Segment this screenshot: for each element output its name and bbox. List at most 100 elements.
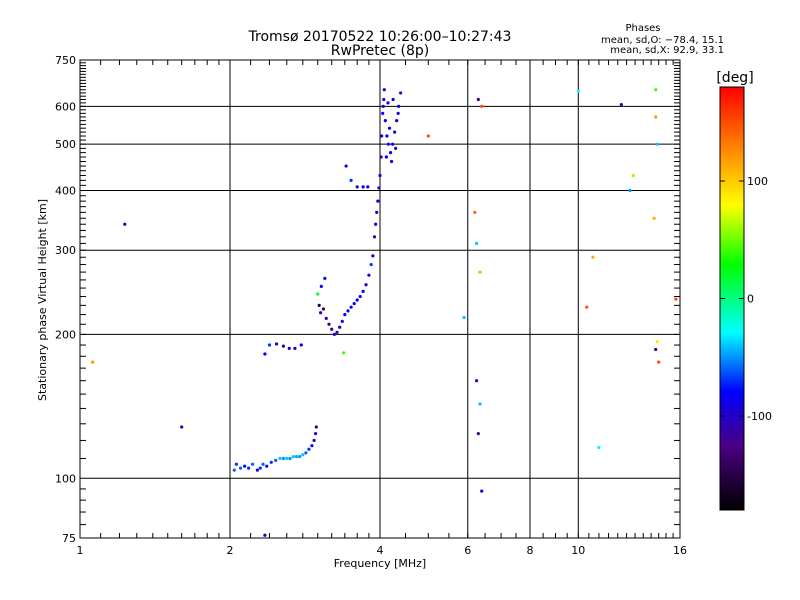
data-point <box>274 342 279 346</box>
x-tick-label: 10 <box>571 544 585 557</box>
data-point <box>371 254 375 258</box>
data-point <box>319 284 323 289</box>
chart-subtitle: RwPretec (8p) <box>331 43 429 59</box>
data-point <box>317 303 321 307</box>
data-point <box>314 425 318 429</box>
data-point <box>387 126 392 130</box>
phases-legend-o: mean, sd,O: −78.4, 15.1 <box>601 35 724 46</box>
data-point <box>384 155 388 159</box>
data-point <box>386 142 391 146</box>
data-point <box>310 444 314 448</box>
data-point <box>232 468 236 472</box>
data-point <box>654 347 658 352</box>
x-tick-label: 4 <box>377 544 384 557</box>
data-point <box>426 134 430 138</box>
data-point <box>369 262 373 267</box>
data-point <box>382 97 386 102</box>
x-tick-label: 6 <box>464 544 471 557</box>
colorbar-tick-label: -100 <box>747 410 772 423</box>
data-point <box>281 456 286 461</box>
phases-legend-x: mean, sd,X: 92.9, 33.1 <box>610 45 724 56</box>
x-tick-label: 8 <box>527 544 534 557</box>
data-point <box>374 222 378 226</box>
data-point <box>287 346 291 350</box>
data-point <box>358 294 362 299</box>
y-tick-label: 750 <box>55 54 76 67</box>
data-point <box>585 305 589 309</box>
data-point <box>267 343 272 347</box>
data-point <box>265 464 269 468</box>
data-point <box>316 292 320 296</box>
data-point <box>379 155 383 159</box>
data-point <box>389 159 394 164</box>
data-point <box>263 533 267 537</box>
colorbar-label: [deg] <box>716 70 753 86</box>
data-point <box>341 351 346 355</box>
data-point <box>355 185 359 189</box>
data-point <box>243 464 247 468</box>
y-tick-label: 500 <box>55 138 76 151</box>
data-point <box>377 186 381 190</box>
data-point <box>327 322 331 326</box>
minor-ticks <box>80 60 680 538</box>
data-point <box>344 164 348 168</box>
data-point <box>180 425 184 429</box>
data-point <box>388 151 393 155</box>
data-point <box>361 289 365 294</box>
data-point <box>657 360 661 364</box>
data-point <box>285 456 289 461</box>
y-tick-label: 75 <box>62 532 76 545</box>
data-point <box>631 173 635 178</box>
data-point <box>258 466 262 470</box>
data-point <box>352 301 356 306</box>
data-point <box>340 319 344 323</box>
x-tick-label: 2 <box>227 544 234 557</box>
data-point <box>355 298 359 302</box>
data-point <box>476 97 480 102</box>
data-point <box>393 130 397 134</box>
data-point <box>247 466 251 470</box>
data-point <box>312 438 316 443</box>
data-point <box>324 316 328 321</box>
data-point <box>364 283 368 287</box>
data-point <box>395 119 399 123</box>
data-point <box>304 451 308 455</box>
data-point <box>391 142 395 146</box>
x-tick-label: 1 <box>77 544 84 557</box>
data-point <box>654 115 658 119</box>
data-point <box>319 311 323 315</box>
data-point <box>576 89 580 93</box>
data-point <box>313 432 318 436</box>
x-tick-label: 16 <box>673 544 687 557</box>
data-point <box>381 104 385 108</box>
data-point <box>294 455 299 459</box>
x-axis-label: Frequency [MHz] <box>334 557 426 570</box>
data-point <box>462 315 466 320</box>
y-tick-label: 200 <box>55 328 76 341</box>
data-point <box>274 458 278 462</box>
data-point <box>123 222 127 226</box>
phases-legend-title: Phases <box>625 23 660 34</box>
data-point <box>367 273 371 277</box>
data-point <box>628 188 632 193</box>
data-point <box>291 455 295 459</box>
y-tick-label: 300 <box>55 244 76 257</box>
y-tick-label: 400 <box>55 184 76 197</box>
data-point <box>654 88 658 92</box>
colorbar-ticks: -100 0 100 <box>720 175 772 423</box>
y-tick-label: 600 <box>55 100 76 113</box>
data-point <box>619 103 623 107</box>
data-point <box>382 88 386 92</box>
data-point <box>478 402 482 406</box>
data-point <box>298 455 302 459</box>
data-point <box>378 173 382 178</box>
data-point <box>346 309 350 313</box>
data-point <box>375 210 379 214</box>
data-point <box>397 104 401 108</box>
x-tick-labels: 1 2 4 6 8 10 16 <box>77 544 688 557</box>
data-point <box>263 352 267 356</box>
data-point <box>480 489 484 493</box>
y-tick-label: 100 <box>55 472 76 485</box>
data-point <box>597 445 601 450</box>
